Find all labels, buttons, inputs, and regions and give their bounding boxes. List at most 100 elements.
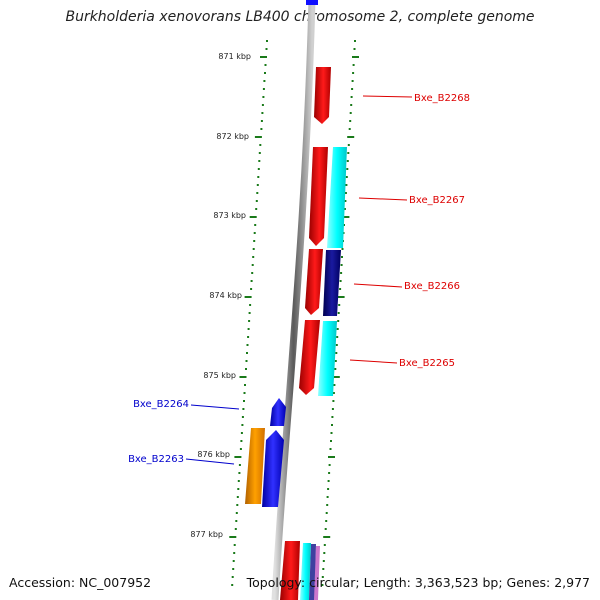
scale-minor-tick <box>233 552 236 554</box>
scale-major-tick <box>347 136 355 138</box>
scale-minor-tick <box>245 368 247 370</box>
scale-minor-tick <box>343 224 345 226</box>
gene-label-Bxe_B2265[interactable]: Bxe_B2265 <box>399 358 455 369</box>
gene-label-Bxe_B2267[interactable]: Bxe_B2267 <box>409 195 465 206</box>
gene-arrow-cyan-2265[interactable] <box>318 321 337 396</box>
scale-minor-tick <box>257 168 260 170</box>
scale-minor-tick <box>321 576 324 578</box>
kbp-label-874: 874 kbp <box>209 291 242 300</box>
gene-arrow-Bxe_B2263[interactable] <box>262 430 284 507</box>
scale-minor-tick <box>339 288 342 290</box>
scale-minor-tick <box>332 392 335 394</box>
scale-minor-tick <box>329 448 332 450</box>
scale-minor-tick <box>327 480 330 482</box>
scale-minor-tick <box>257 176 260 178</box>
feature-partial-top <box>306 0 318 5</box>
gene-label-Bxe_B2266[interactable]: Bxe_B2266 <box>404 281 460 292</box>
gene-arrow-bottom-pink[interactable] <box>314 546 320 600</box>
gene-arrow-orange[interactable] <box>245 428 265 504</box>
kbp-label-876: 876 kbp <box>197 450 230 459</box>
scale-minor-tick <box>337 320 340 322</box>
scale-minor-tick <box>349 112 352 114</box>
scale-minor-tick <box>261 112 264 114</box>
scale-minor-tick <box>336 336 339 338</box>
scale-minor-tick <box>326 504 329 506</box>
map-title: Burkholderia xenovorans LB400 chromosome… <box>65 9 535 25</box>
kbp-label-872: 872 kbp <box>216 132 249 141</box>
scale-minor-tick <box>250 280 253 282</box>
gene-arrow-Bxe_B2264[interactable] <box>270 398 286 426</box>
summary-text: Topology: circular; Length: 3,363,523 bp… <box>246 575 590 590</box>
scale-minor-tick <box>241 416 244 418</box>
scale-minor-tick <box>258 160 261 162</box>
scale-minor-tick <box>237 480 240 482</box>
scale-minor-tick <box>251 264 254 266</box>
scale-minor-tick <box>239 448 242 450</box>
scale-minor-tick <box>345 176 348 178</box>
gene-arrow-cyan-2267[interactable] <box>327 147 347 248</box>
scale-major-tick <box>342 216 350 218</box>
gene-arrow-red-2266[interactable] <box>305 249 323 315</box>
scale-minor-tick <box>339 280 342 282</box>
scale-minor-tick <box>335 352 338 354</box>
scale-minor-tick <box>331 408 334 410</box>
scale-minor-tick <box>323 544 326 546</box>
scale-minor-tick <box>247 336 250 338</box>
gene-arrow-bottom-red[interactable] <box>280 541 300 600</box>
scale-minor-tick <box>321 584 324 586</box>
scale-minor-tick <box>259 144 262 146</box>
gene-label-Bxe_B2268[interactable]: Bxe_B2268 <box>414 93 470 104</box>
scale-minor-tick <box>247 328 250 330</box>
scale-major-tick <box>332 376 340 378</box>
scale-minor-tick <box>246 352 248 354</box>
scale-minor-tick <box>242 408 245 410</box>
scale-minor-tick <box>340 272 343 274</box>
scale-minor-tick <box>323 552 326 554</box>
scale-minor-tick <box>350 104 353 106</box>
scale-major-tick <box>229 536 237 538</box>
scale-minor-tick <box>328 472 331 474</box>
scale-minor-tick <box>322 560 325 562</box>
scale-minor-tick <box>237 488 240 490</box>
leader-line-2267 <box>358 197 408 201</box>
scale-minor-tick <box>233 544 236 546</box>
scale-minor-tick <box>236 504 239 506</box>
gene-arrow-Bxe_B2267[interactable] <box>309 147 328 246</box>
leader-line-2263 <box>185 458 235 465</box>
scale-minor-tick <box>350 96 353 98</box>
scale-minor-tick <box>341 256 343 258</box>
scale-major-tick <box>328 456 335 458</box>
scale-major-tick <box>249 216 257 218</box>
scale-minor-tick <box>240 432 243 434</box>
scale-minor-tick <box>336 328 339 330</box>
scale-minor-tick <box>346 160 349 162</box>
gene-arrow-bottom-navy[interactable] <box>309 544 316 600</box>
scale-minor-tick <box>332 400 335 402</box>
scale-minor-tick <box>253 232 256 234</box>
gene-label-Bxe_B2264[interactable]: Bxe_B2264 <box>133 399 189 410</box>
scale-minor-tick <box>238 472 241 474</box>
scale-minor-tick <box>250 288 253 290</box>
kbp-label-871: 871 kbp <box>218 52 251 61</box>
scale-minor-tick <box>331 416 334 418</box>
scale-minor-tick <box>248 312 251 314</box>
scale-minor-tick <box>331 424 333 426</box>
scale-minor-tick <box>261 104 264 106</box>
scale-minor-tick <box>231 584 234 586</box>
chromosome-backbone <box>271 0 316 600</box>
scale-minor-tick <box>349 120 352 122</box>
scale-minor-tick <box>231 576 234 578</box>
scale-minor-tick <box>256 184 259 186</box>
gene-arrow-Bxe_B2265[interactable] <box>299 320 320 395</box>
gene-label-Bxe_B2263[interactable]: Bxe_B2263 <box>128 454 184 465</box>
gene-arrow-bottom-cyan[interactable] <box>300 543 311 600</box>
scale-minor-tick <box>238 464 241 466</box>
scale-minor-tick <box>352 72 355 74</box>
scale-minor-tick <box>243 400 245 402</box>
gene-arrow-Bxe_B2266[interactable] <box>323 250 341 316</box>
kbp-label-877: 877 kbp <box>190 530 223 539</box>
scale-minor-tick <box>248 320 251 322</box>
gene-arrow-Bxe_B2268[interactable] <box>314 67 331 124</box>
scale-minor-tick <box>240 440 243 442</box>
